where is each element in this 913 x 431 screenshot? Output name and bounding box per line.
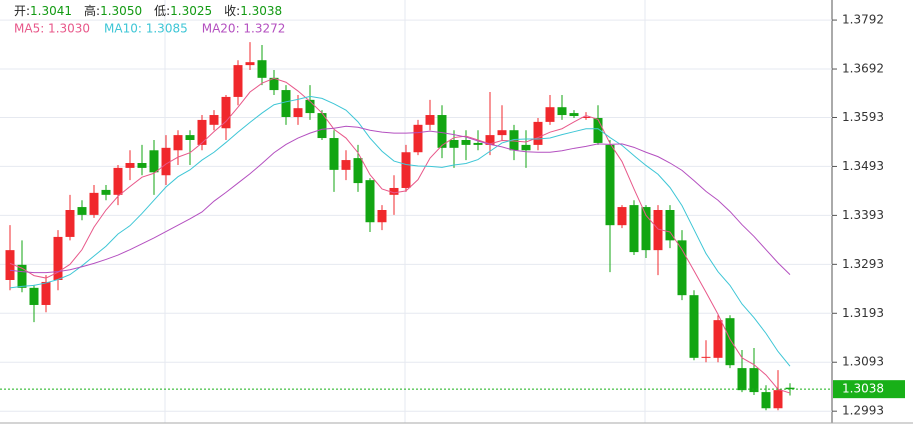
candle-body <box>17 264 27 288</box>
candle-body <box>5 250 15 280</box>
legend-entry: MA20: 1.3272 <box>202 22 286 36</box>
candle-body <box>197 119 207 145</box>
candle-body <box>305 99 315 114</box>
candle-body <box>149 150 159 173</box>
candle-body <box>653 210 663 251</box>
y-tick-label: 1.3293 <box>842 257 884 271</box>
header-item: 低:1.3025 <box>154 4 212 18</box>
header-value: 1.3050 <box>100 4 142 18</box>
candle-body <box>701 356 711 358</box>
candle-body <box>185 135 195 140</box>
candle-body <box>749 368 759 393</box>
candle-body <box>29 287 39 305</box>
header-item: 高:1.3050 <box>84 3 142 18</box>
y-tick-label: 1.3093 <box>842 355 884 369</box>
candle-body <box>329 138 339 170</box>
header-value: 1.3025 <box>170 4 212 18</box>
candle-body <box>509 130 519 151</box>
candle-body <box>413 124 423 153</box>
candle-body <box>269 77 279 91</box>
candle-body <box>173 135 183 151</box>
header-value: 1.3038 <box>240 4 282 18</box>
candle-body <box>101 189 111 195</box>
candle-body <box>485 135 495 145</box>
candle-body <box>41 281 51 305</box>
y-tick-label: 1.3792 <box>842 13 884 27</box>
candle-body <box>785 387 795 390</box>
candle-body <box>317 113 327 139</box>
candle-body <box>593 117 603 143</box>
candle-body <box>533 121 543 145</box>
y-tick-label: 1.2993 <box>842 404 884 418</box>
candle-body <box>401 152 411 188</box>
candle-body <box>53 236 63 280</box>
candle-body <box>89 192 99 215</box>
candle-body <box>773 390 783 409</box>
candle-body <box>641 207 651 251</box>
y-tick-label: 1.3593 <box>842 110 884 124</box>
header-label: 低: <box>154 4 170 18</box>
candle-body <box>545 107 555 122</box>
candle-body <box>389 187 399 195</box>
legend-entry: MA5: 1.3030 <box>14 22 90 36</box>
header-label: 收: <box>224 4 240 18</box>
candle-body <box>557 107 567 116</box>
candle-body <box>233 65 243 97</box>
candle-body <box>461 140 471 145</box>
candle-body <box>113 167 123 195</box>
candle-body <box>77 207 87 215</box>
ma-line <box>9 125 791 275</box>
y-tick-label: 1.3692 <box>842 62 884 76</box>
y-tick-label: 1.3193 <box>842 306 884 320</box>
candle-body <box>689 295 699 358</box>
ma-line <box>9 95 791 367</box>
candle-body <box>125 163 135 168</box>
candle-body <box>257 60 267 78</box>
header-item: 开:1.3041 <box>14 4 72 18</box>
candle-body <box>377 210 387 223</box>
candle-body <box>521 144 531 151</box>
candle-body <box>605 144 615 226</box>
candle-body <box>473 142 483 145</box>
candle-body <box>245 62 255 66</box>
y-tick-label: 1.3393 <box>842 208 884 222</box>
header-value: 1.3041 <box>30 4 72 18</box>
header-item: 收:1.3038 <box>224 4 282 18</box>
candle-body <box>665 210 675 241</box>
candle-body <box>209 115 219 125</box>
candle-body <box>353 158 363 184</box>
candle-body <box>365 180 375 223</box>
candle-body <box>341 160 351 170</box>
candle-body <box>437 115 447 148</box>
ma-line <box>9 77 791 394</box>
candle-body <box>137 163 147 168</box>
last-price-label: 1.3038 <box>842 382 884 396</box>
candle-body <box>65 210 75 237</box>
candle-body <box>449 140 459 148</box>
candle-body <box>581 116 591 118</box>
candle-body <box>569 113 579 117</box>
candle-body <box>161 147 171 176</box>
candle-body <box>725 318 735 366</box>
header-label: 高: <box>84 3 100 18</box>
candle-body <box>677 240 687 296</box>
legend-entry: MA10: 1.3085 <box>104 22 188 36</box>
candle-body <box>221 96 231 129</box>
candle-body <box>425 115 435 125</box>
y-tick-label: 1.3493 <box>842 159 884 173</box>
candle-body <box>293 108 303 117</box>
candle-body <box>617 207 627 226</box>
candle-body <box>737 368 747 391</box>
header-label: 开: <box>14 4 30 18</box>
candle-body <box>281 90 291 117</box>
last-price-box <box>833 380 905 399</box>
candle-body <box>713 320 723 358</box>
candle-body <box>497 130 507 136</box>
candle-body <box>629 205 639 253</box>
candle-body <box>761 392 771 409</box>
